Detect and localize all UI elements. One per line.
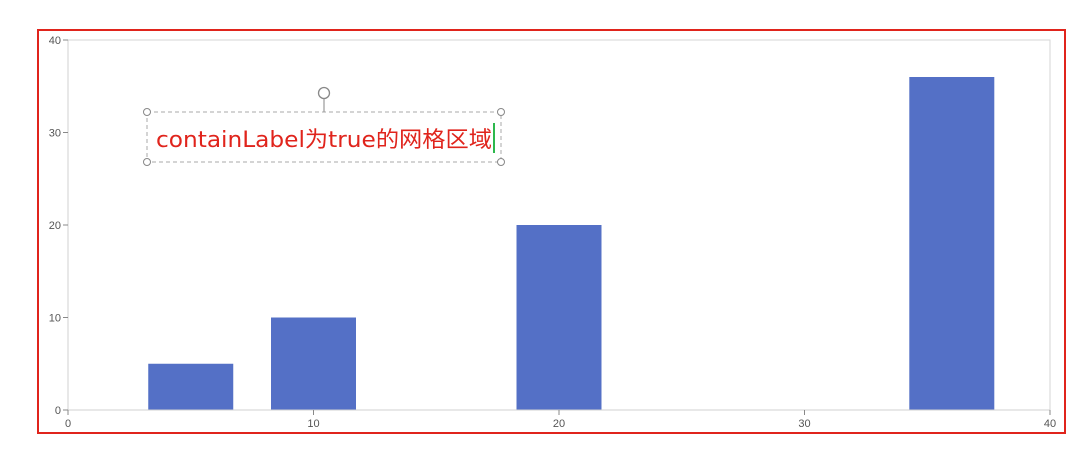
resize-handle-bottom-left[interactable] <box>143 158 151 166</box>
resize-handle-top-right[interactable] <box>497 108 505 116</box>
bar-1 <box>148 363 234 410</box>
y-tick-label: 20 <box>49 220 61 232</box>
annotation-text[interactable]: containLabel为true的网格区域 <box>156 128 492 153</box>
bar-4 <box>909 77 995 410</box>
resize-handle-bottom-right[interactable] <box>497 158 505 166</box>
x-tick-label: 40 <box>1044 418 1056 430</box>
x-tick-label: 30 <box>798 418 810 430</box>
rotate-handle[interactable] <box>317 86 331 100</box>
text-annotation[interactable]: containLabel为true的网格区域 <box>143 86 505 166</box>
bar-2 <box>271 317 356 410</box>
x-tick-label: 20 <box>553 418 565 430</box>
y-tick-label: 10 <box>49 313 61 325</box>
y-tick-label: 30 <box>49 128 61 140</box>
chart-frame <box>37 29 1066 434</box>
bars-layer <box>148 77 995 410</box>
y-tick-label: 40 <box>49 35 61 47</box>
x-tick-label: 10 <box>307 418 319 430</box>
axes-layer: 0 10 20 30 40 0 10 20 30 40 <box>49 35 1056 430</box>
resize-handle-top-left[interactable] <box>143 108 151 116</box>
bar-3 <box>516 225 602 410</box>
y-tick-label: 0 <box>55 405 61 417</box>
x-tick-label: 0 <box>65 418 71 430</box>
